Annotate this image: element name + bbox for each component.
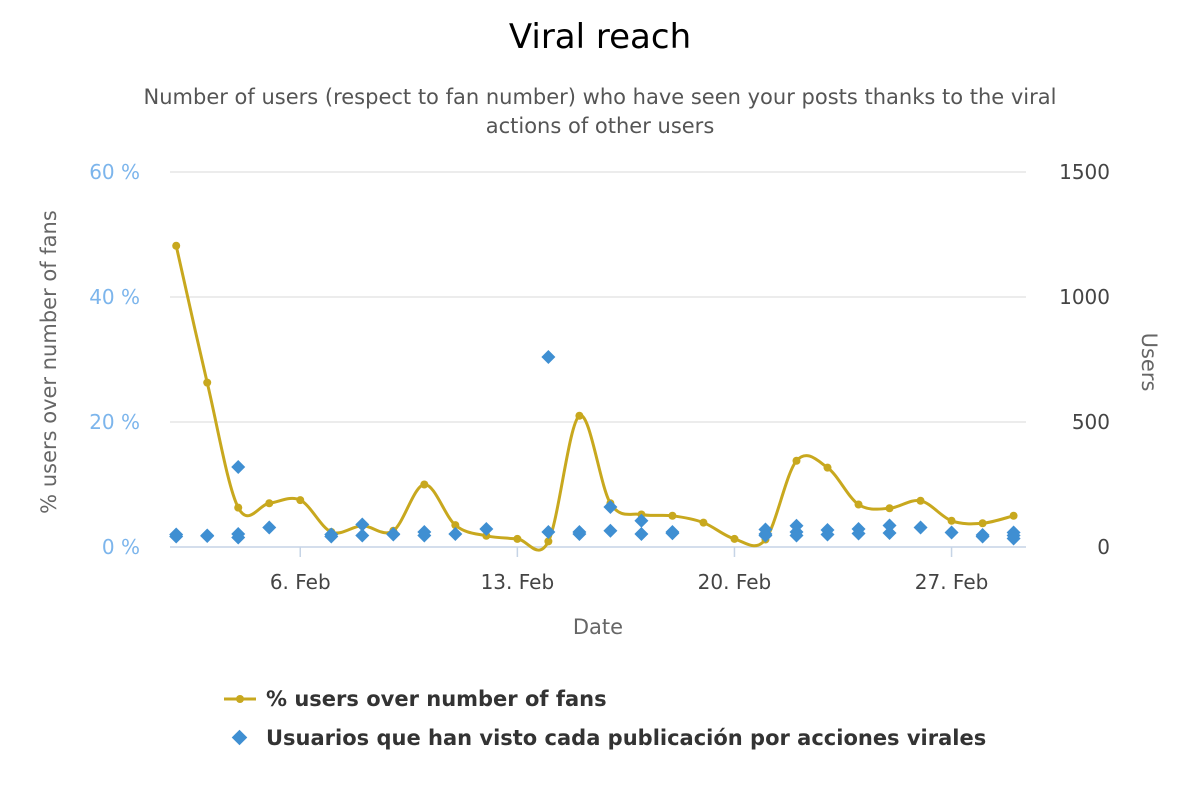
left-tick-label: 0 % xyxy=(102,535,140,559)
viral-users-point[interactable] xyxy=(262,520,277,535)
legend-label-viral-users: Usuarios que han visto cada publicación … xyxy=(266,726,986,750)
right-tick-label: 1500 xyxy=(1059,160,1110,184)
series-percent-users xyxy=(172,241,1018,552)
percent-users-point[interactable] xyxy=(420,480,429,489)
x-tick-label: 27. Feb xyxy=(915,570,989,594)
viral-users-point[interactable] xyxy=(169,529,184,544)
percent-users-point[interactable] xyxy=(947,516,956,525)
percent-users-point[interactable] xyxy=(885,504,894,513)
chart-subtitle-line-1: Number of users (respect to fan number) … xyxy=(144,85,1057,109)
legend-label-percent-users: % users over number of fans xyxy=(266,687,607,711)
percent-users-point[interactable] xyxy=(203,378,212,387)
viral-users-point[interactable] xyxy=(882,518,897,533)
percent-users-point[interactable] xyxy=(451,521,460,530)
left-tick-label: 20 % xyxy=(89,410,140,434)
percent-users-point[interactable] xyxy=(668,511,677,520)
viral-users-point[interactable] xyxy=(634,527,649,541)
left-tick-label: 60 % xyxy=(89,160,140,184)
legend-line-dot xyxy=(236,695,244,703)
viral-users-point[interactable] xyxy=(975,529,990,544)
viral-users-point[interactable] xyxy=(603,500,618,514)
right-axis-ticks: 0 500 1000 1500 xyxy=(1059,160,1110,559)
left-axis-ticks: 0 % 20 % 40 % 60 % xyxy=(89,160,140,559)
grid-lines xyxy=(170,171,1026,423)
viral-users-point[interactable] xyxy=(324,529,339,544)
viral-users-point[interactable] xyxy=(789,528,804,543)
viral-users-point[interactable] xyxy=(386,527,401,542)
viral-users-point[interactable] xyxy=(448,527,463,541)
series-viral-users xyxy=(169,350,1021,546)
legend-item-viral-users[interactable]: Usuarios que han visto cada publicación … xyxy=(231,726,987,750)
chart-subtitle-line-2: actions of other users xyxy=(486,114,715,138)
legend-diamond-marker xyxy=(231,729,248,746)
percent-users-point[interactable] xyxy=(575,411,584,420)
legend-item-percent-users[interactable]: % users over number of fans xyxy=(224,687,607,711)
percent-users-point[interactable] xyxy=(1009,511,1018,520)
viral-users-point[interactable] xyxy=(417,528,432,543)
y-axis-left-title: % users over number of fans xyxy=(37,210,61,514)
x-tick-label: 6. Feb xyxy=(270,570,331,594)
viral-users-point[interactable] xyxy=(355,517,370,532)
viral-users-point[interactable] xyxy=(913,520,928,535)
right-tick-label: 1000 xyxy=(1059,285,1110,309)
x-tick-label: 20. Feb xyxy=(698,570,772,594)
viral-users-point[interactable] xyxy=(479,522,494,536)
percent-users-point[interactable] xyxy=(916,496,925,505)
viral-users-point[interactable] xyxy=(231,530,246,545)
y-axis-right-title: Users xyxy=(1137,333,1161,392)
viral-users-point[interactable] xyxy=(820,527,835,542)
viral-users-point[interactable] xyxy=(665,526,680,541)
percent-users-point[interactable] xyxy=(730,534,739,543)
viral-users-point[interactable] xyxy=(944,525,959,540)
right-tick-label: 500 xyxy=(1072,410,1110,434)
viral-users-point[interactable] xyxy=(200,529,215,543)
viral-users-point[interactable] xyxy=(572,527,587,541)
percent-users-point[interactable] xyxy=(792,456,801,465)
viral-users-point[interactable] xyxy=(541,525,556,539)
percent-users-point[interactable] xyxy=(296,496,305,505)
viral-users-point[interactable] xyxy=(355,528,370,543)
right-tick-label: 0 xyxy=(1097,535,1110,559)
percent-users-point[interactable] xyxy=(172,241,181,250)
legend: % users over number of fans Usuarios que… xyxy=(224,687,986,750)
viral-users-point[interactable] xyxy=(851,526,866,541)
viral-users-point[interactable] xyxy=(603,523,618,538)
percent-users-point[interactable] xyxy=(823,463,832,472)
viral-users-point[interactable] xyxy=(231,460,246,474)
chart-title: Viral reach xyxy=(509,17,691,57)
percent-users-point[interactable] xyxy=(513,534,522,543)
x-axis-title: Date xyxy=(573,615,623,639)
viral-users-point[interactable] xyxy=(1006,531,1021,546)
percent-users-point[interactable] xyxy=(265,499,274,508)
percent-users-point[interactable] xyxy=(544,537,553,546)
x-tick-label: 13. Feb xyxy=(481,570,555,594)
viral-users-point[interactable] xyxy=(541,350,556,364)
viral-users-point[interactable] xyxy=(758,528,773,543)
percent-users-point[interactable] xyxy=(854,500,863,509)
percent-users-point[interactable] xyxy=(978,519,987,528)
x-axis: 6. Feb 13. Feb 20. Feb 27. Feb xyxy=(170,546,1026,594)
percent-users-point[interactable] xyxy=(699,518,708,527)
viral-users-point[interactable] xyxy=(634,513,649,528)
viral-users-point[interactable] xyxy=(882,526,897,540)
percent-users-line xyxy=(174,245,1014,552)
left-tick-label: 40 % xyxy=(89,285,140,309)
percent-users-point[interactable] xyxy=(234,503,243,512)
